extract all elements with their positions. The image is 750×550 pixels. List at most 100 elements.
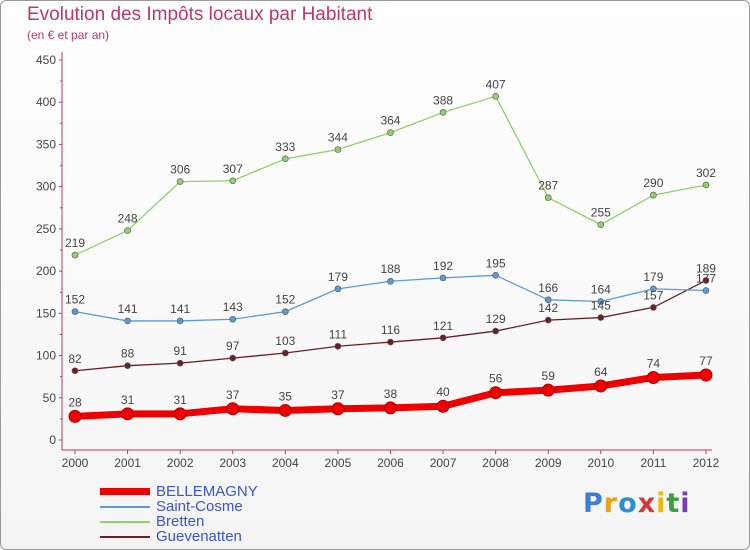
y-tick-label: 50: [43, 391, 57, 405]
data-label: 164: [591, 283, 611, 297]
data-point: [282, 155, 289, 163]
data-label: 111: [329, 327, 348, 341]
data-point: [124, 317, 131, 325]
data-point: [702, 277, 710, 284]
data-point: [544, 296, 552, 304]
chart-title: Evolution des Impôts locaux par Habitant: [27, 4, 373, 25]
data-point: [544, 194, 552, 201]
data-point: [489, 386, 503, 400]
chart-legend: BELLEMAGNY Saint-Cosme Bretten Guevenatt…: [100, 483, 258, 545]
logo-letter: i: [656, 488, 667, 519]
data-label: 344: [328, 131, 348, 145]
data-point: [702, 287, 710, 294]
x-tick-label: 2012: [693, 456, 720, 470]
data-point: [387, 129, 394, 136]
data-label: 91: [173, 344, 187, 358]
data-label: 248: [118, 212, 138, 226]
data-label: 166: [538, 281, 558, 295]
x-tick-label: 2011: [640, 456, 666, 470]
data-labels: 82 88 91 97 103 111 116 121 129 142 145 157 189 152 14…: [65, 77, 716, 409]
data-label: 82: [68, 352, 82, 366]
data-point: [121, 407, 135, 421]
x-tick-label: 2001: [114, 456, 141, 470]
data-point: [278, 403, 292, 417]
data-point: [176, 317, 184, 325]
data-label: 103: [275, 334, 295, 348]
data-point: [650, 285, 657, 293]
data-label: 333: [275, 140, 295, 154]
data-point: [282, 308, 289, 315]
y-tick-label: 350: [36, 137, 56, 151]
data-point: [387, 277, 394, 285]
data-label: 179: [643, 270, 663, 284]
x-tick-label: 2008: [482, 456, 509, 470]
data-point: [334, 146, 342, 153]
data-point: [71, 367, 79, 375]
data-point: [541, 383, 555, 397]
data-label: 145: [591, 299, 611, 313]
data-point: [176, 359, 184, 367]
data-label: 188: [380, 262, 400, 276]
y-tick-label: 150: [36, 306, 56, 320]
series-points: [68, 93, 713, 423]
logo-letter: r: [603, 488, 619, 519]
data-point: [439, 109, 447, 116]
data-label: 302: [696, 166, 716, 180]
data-point: [699, 368, 713, 382]
data-label: 307: [223, 162, 243, 176]
data-label: 306: [170, 163, 190, 177]
logo-letter: t: [666, 488, 681, 519]
legend-swatch: [100, 488, 150, 495]
y-tick-label: 100: [36, 349, 56, 363]
data-label: 28: [68, 395, 82, 409]
data-point: [436, 399, 450, 413]
data-label: 116: [381, 323, 400, 337]
legend-label: BELLEMAGNY: [156, 483, 258, 500]
data-label: 142: [538, 301, 558, 315]
x-tick-label: 2009: [535, 456, 562, 470]
data-label: 141: [118, 302, 138, 316]
data-point: [597, 298, 605, 305]
proxiti-logo: Proxiti: [583, 488, 691, 519]
legend-swatch: [100, 520, 150, 523]
data-label: 64: [594, 365, 608, 379]
legend-label: Saint-Cosme: [156, 498, 243, 515]
data-label: 152: [65, 293, 85, 307]
data-point: [173, 407, 187, 421]
data-label: 219: [65, 236, 85, 250]
data-label: 407: [486, 77, 506, 91]
data-label: 31: [121, 393, 135, 407]
data-point: [439, 274, 447, 282]
data-label: 31: [173, 393, 187, 407]
logo-letter: x: [637, 488, 657, 519]
data-point: [702, 181, 710, 189]
data-label: 37: [331, 388, 345, 402]
data-label: 38: [384, 387, 398, 401]
data-point: [282, 349, 289, 357]
x-tick-label: 2006: [377, 456, 404, 470]
data-label: 364: [380, 114, 400, 128]
logo-letter: o: [618, 488, 638, 519]
data-label: 157: [643, 288, 663, 302]
x-tick-label: 2010: [587, 456, 614, 470]
x-tick-label: 2007: [430, 456, 457, 470]
data-label: 177: [696, 272, 716, 286]
data-point: [492, 327, 499, 335]
data-point: [334, 342, 342, 350]
y-tick-label: 250: [36, 222, 56, 236]
data-label: 74: [647, 357, 661, 371]
data-label: 195: [486, 256, 506, 270]
data-point: [597, 314, 605, 321]
data-label: 143: [223, 300, 243, 314]
data-point: [387, 338, 394, 346]
data-point: [226, 402, 240, 416]
data-point: [124, 227, 131, 234]
data-point: [492, 93, 499, 100]
legend-item-saint-cosme: Saint-Cosme: [100, 498, 258, 515]
x-tick-label: 2002: [167, 456, 194, 470]
data-point: [71, 308, 79, 315]
data-point: [650, 304, 657, 311]
legend-label: Guevenatten: [156, 528, 242, 545]
legend-label: Bretten: [156, 513, 205, 530]
